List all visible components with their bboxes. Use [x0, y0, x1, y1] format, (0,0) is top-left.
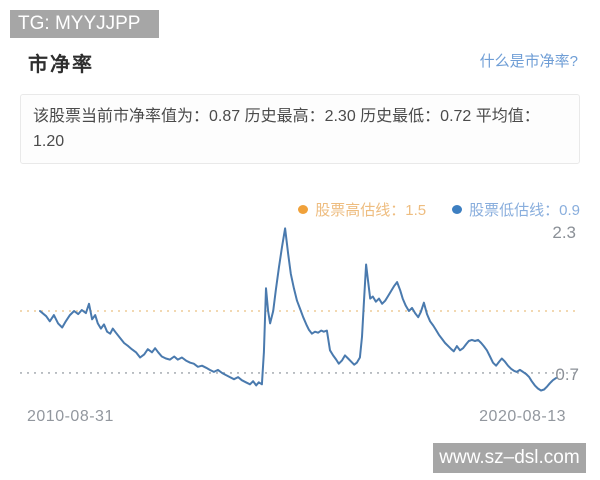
watermark-website-text: www.sz–dsl.com — [439, 447, 580, 468]
pb-summary-text: 该股票当前市净率值为：0.87 历史最高：2.30 历史最低：0.72 平均值：… — [33, 108, 540, 150]
x-axis-start-date: 2010-08-31 — [27, 408, 114, 425]
legend-item-undervalued: 股票低估线：0.9 — [452, 199, 580, 220]
pb-ratio-series-line — [39, 227, 557, 392]
watermark-website: www.sz–dsl.com — [433, 443, 586, 473]
legend-item-overvalued: 股票高估线：1.5 — [298, 199, 426, 220]
what-is-pb-link[interactable]: 什么是市净率? — [479, 53, 578, 70]
legend-undervalued-label: 股票低估线：0.9 — [469, 202, 580, 219]
page-title: 市净率 — [28, 54, 94, 76]
x-axis-end-date: 2020-08-13 — [479, 408, 566, 425]
chart-min-label: 0.7 — [555, 365, 579, 384]
undervalued-dot-icon — [452, 205, 463, 214]
watermark-telegram-text: TG: MYYJJPP — [18, 13, 141, 34]
pb-summary-box: 该股票当前市净率值为：0.87 历史最高：2.30 历史最低：0.72 平均值：… — [20, 94, 580, 164]
chart-legend: 股票高估线：1.5 股票低估线：0.9 — [298, 199, 580, 220]
overvalued-dot-icon — [298, 205, 309, 214]
pb-ratio-line-chart[interactable] — [0, 195, 600, 445]
legend-overvalued-label: 股票高估线：1.5 — [315, 202, 427, 219]
chart-max-label: 2.3 — [552, 223, 576, 242]
watermark-telegram: TG: MYYJJPP — [10, 10, 159, 38]
